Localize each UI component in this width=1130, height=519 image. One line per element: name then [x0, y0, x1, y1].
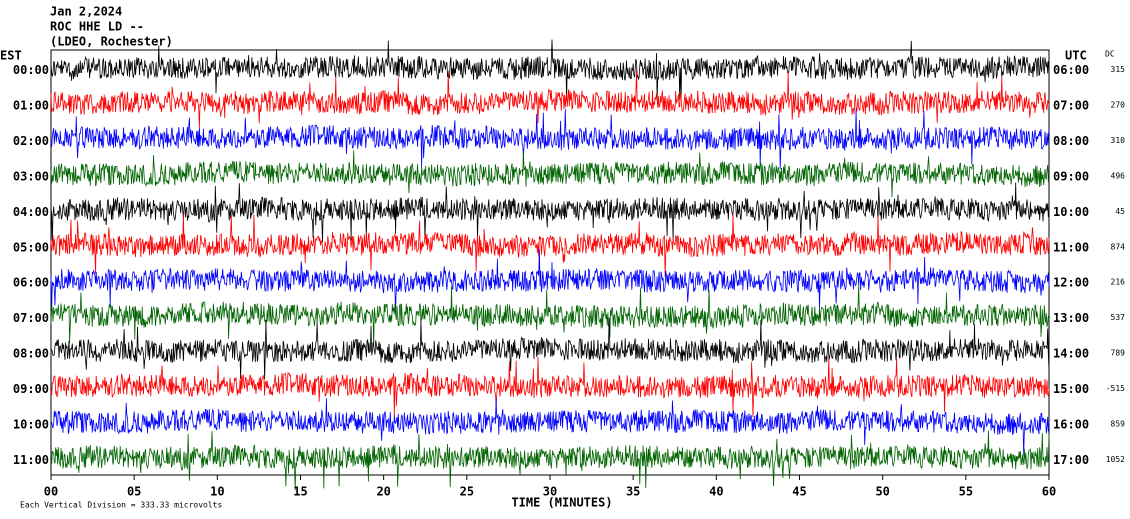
left-time-label: 01:00	[13, 99, 49, 113]
right-time-label: 17:00	[1053, 453, 1089, 467]
right-axis-label: UTC	[1065, 49, 1087, 63]
x-tick-label: 10	[210, 485, 224, 499]
left-axis-label: EST	[0, 49, 22, 63]
x-tick-label: 40	[709, 485, 723, 499]
title-line: ROC HHE LD --	[50, 20, 144, 34]
x-tick-label: 00	[44, 485, 58, 499]
left-time-label: 07:00	[13, 311, 49, 325]
dc-value: 270	[1111, 101, 1126, 110]
dc-value: 859	[1111, 419, 1126, 428]
title-line: Jan 2,2024	[50, 5, 122, 19]
left-time-label: 11:00	[13, 453, 49, 467]
trace	[50, 212, 1050, 277]
left-time-label: 04:00	[13, 205, 49, 219]
x-tick-label: 30	[543, 485, 557, 499]
trace	[50, 398, 1050, 456]
dc-value: 45	[1115, 207, 1125, 216]
left-time-label: 00:00	[13, 63, 49, 77]
right-time-label: 16:00	[1053, 417, 1089, 431]
right-time-label: 11:00	[1053, 240, 1089, 254]
x-tick-label: 60	[1042, 485, 1056, 499]
title-line: (LDEO, Rochester)	[50, 35, 173, 49]
x-tick-label: 50	[875, 485, 889, 499]
scale-note: Each Vertical Division = 333.33 microvol…	[20, 501, 222, 510]
x-tick-label: 20	[376, 485, 390, 499]
dc-value: 315	[1111, 65, 1126, 74]
trace	[50, 69, 1050, 128]
right-time-label: 09:00	[1053, 169, 1089, 183]
right-time-label: 07:00	[1053, 99, 1089, 113]
left-time-label: 02:00	[13, 134, 49, 148]
dc-value: 874	[1111, 242, 1126, 251]
trace	[50, 317, 1050, 380]
x-tick-label: 55	[959, 485, 973, 499]
dc-value: 789	[1111, 349, 1126, 358]
dc-value: 1052	[1106, 455, 1125, 464]
right-time-label: 12:00	[1053, 276, 1089, 290]
x-tick-label: 45	[792, 485, 806, 499]
dc-value: 310	[1111, 136, 1126, 145]
trace	[50, 356, 1050, 418]
trace	[50, 182, 1050, 243]
dc-value: 216	[1111, 278, 1126, 287]
right-time-label: 15:00	[1053, 382, 1089, 396]
left-time-label: 05:00	[13, 240, 49, 254]
trace	[50, 249, 1050, 313]
x-tick-label: 05	[127, 485, 141, 499]
right-time-label: 14:00	[1053, 347, 1089, 361]
trace	[50, 39, 1050, 101]
trace	[50, 108, 1050, 170]
right-time-label: 08:00	[1053, 134, 1089, 148]
left-time-label: 10:00	[13, 417, 49, 431]
left-time-label: 06:00	[13, 276, 49, 290]
left-time-label: 03:00	[13, 169, 49, 183]
left-time-label: 08:00	[13, 347, 49, 361]
trace	[50, 150, 1050, 198]
x-axis-label: TIME (MINUTES)	[511, 496, 612, 510]
x-tick-label: 35	[626, 485, 640, 499]
dc-value: -515	[1106, 384, 1125, 393]
right-time-label: 06:00	[1053, 63, 1089, 77]
trace	[50, 430, 1050, 491]
right-time-label: 10:00	[1053, 205, 1089, 219]
plot-frame	[50, 49, 1050, 476]
dc-label: DC	[1105, 50, 1115, 59]
dc-value: 496	[1111, 171, 1126, 180]
x-tick-label: 25	[460, 485, 474, 499]
dc-value: 537	[1111, 313, 1126, 322]
left-time-label: 09:00	[13, 382, 49, 396]
trace	[50, 284, 1050, 347]
right-time-label: 13:00	[1053, 311, 1089, 325]
x-tick-label: 15	[293, 485, 307, 499]
